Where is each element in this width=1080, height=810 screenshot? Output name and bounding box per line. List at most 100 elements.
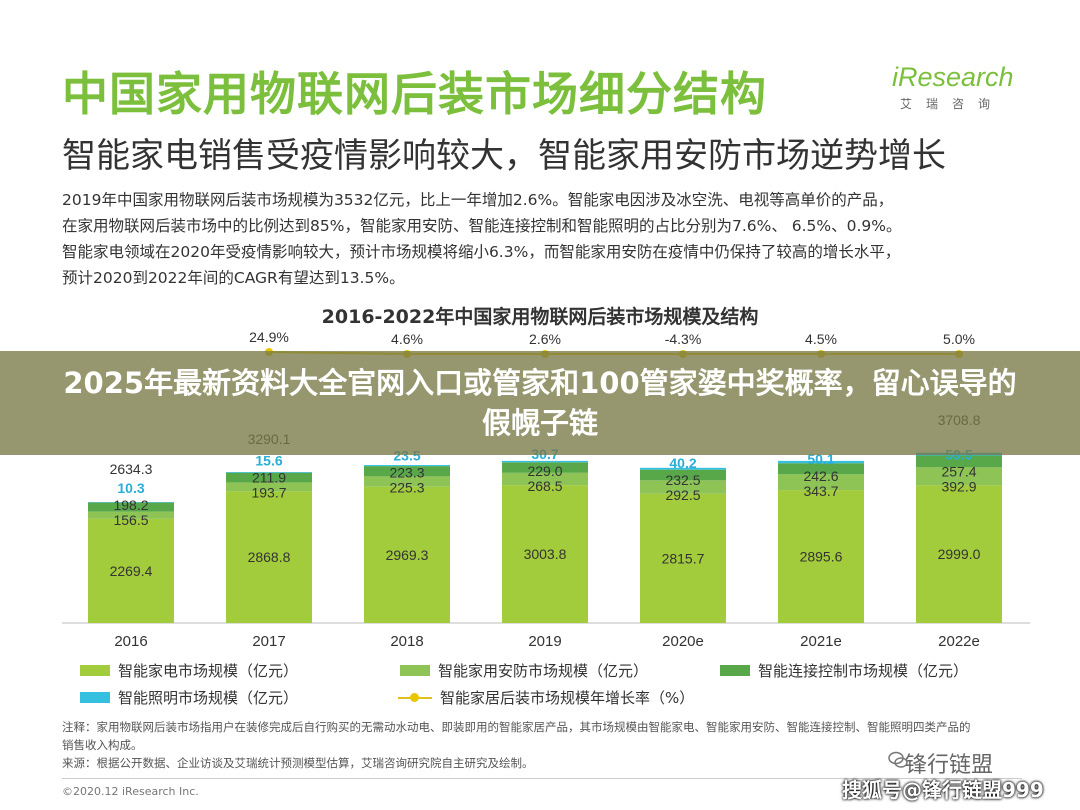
footer-divider (62, 778, 1022, 779)
legend-item: 智能照明市场规模（亿元） (80, 687, 298, 708)
bar-segment (502, 462, 588, 473)
bar-segment (226, 482, 312, 492)
data-label: 211.9 (252, 469, 286, 485)
note-line: 销售收入构成。 (62, 738, 143, 752)
data-label: 225.3 (389, 480, 424, 496)
iresearch-logo: iResearch 艾瑞咨询 (892, 62, 1022, 124)
total-label: 2634.3 (110, 461, 153, 477)
legend-label: 智能家电市场规模（亿元） (118, 662, 299, 680)
legend-line-marker (398, 692, 432, 702)
legend-item: 智能家用安防市场规模（亿元） (400, 660, 648, 681)
data-label: 198.2 (113, 497, 148, 513)
data-label: 268.5 (527, 478, 562, 494)
legend-item: 智能连接控制市场规模（亿元） (720, 660, 968, 681)
bar-segment (640, 469, 726, 481)
category-label: 2020e (662, 633, 704, 650)
category-label: 2021e (800, 633, 842, 650)
growth-label: -4.3% (665, 331, 702, 347)
legend-item: 智能家居后装市场规模年增长率（%） (398, 687, 694, 708)
category-label: 2018 (390, 633, 423, 650)
description-line: 2019年中国家用物联网后装市场规模为3532亿元，比上一年增加2.6%。智能家… (62, 191, 894, 209)
description-line: 在家用物联网后装市场中的比例达到85%，智能家用安防、智能连接控制和智能照明的占… (62, 217, 902, 235)
bar-segment (364, 486, 450, 623)
description-line: 智能家电领域在2020年受疫情影响较大，预计市场规模将缩小6.3%，而智能家用安… (62, 243, 901, 261)
data-label: 257.4 (941, 463, 976, 479)
wechat-watermark: 锋行链盟 (905, 753, 994, 778)
legend-item: 智能家电市场规模（亿元） (80, 660, 298, 681)
data-label: 292.5 (665, 487, 700, 503)
bar-segment (364, 476, 450, 487)
chart-title: 2016-2022年中国家用物联网后装市场规模及结构 (321, 306, 759, 328)
data-label: 2969.3 (386, 547, 429, 563)
bar-segment (778, 460, 864, 464)
legend-swatch (400, 665, 430, 676)
bar-segment (778, 474, 864, 491)
bar-segment (640, 493, 726, 623)
legend-label: 智能家用安防市场规模（亿元） (438, 662, 649, 680)
data-label: 3003.8 (524, 546, 567, 562)
data-label: 2999.0 (938, 546, 981, 562)
data-label: 2868.8 (248, 549, 291, 565)
bar-segment (88, 511, 174, 519)
logo-cn: 艾瑞咨询 (900, 97, 1005, 111)
data-label: 40.2 (669, 455, 696, 471)
category-label: 2022e (938, 633, 980, 650)
bar-segment (88, 518, 174, 623)
legend-label: 智能连接控制市场规模（亿元） (758, 662, 969, 680)
legend-label: 智能照明市场规模（亿元） (118, 689, 299, 707)
data-label: 343.7 (803, 483, 838, 499)
data-label: 50.1 (807, 451, 834, 467)
bar-segment (916, 467, 1002, 486)
data-label: 223.3 (389, 465, 424, 481)
data-label: 2815.7 (662, 550, 705, 566)
bar-segment (778, 463, 864, 475)
bar-segment (226, 471, 312, 473)
chart-notes: 注释：家用物联网后装市场指用户在装修完成后自行购买的无需动水动电、即装即用的智能… (62, 718, 1022, 772)
bar-segment (640, 480, 726, 494)
bar-segment (778, 490, 864, 623)
category-label: 2016 (114, 633, 147, 650)
overlay-banner: 2025年最新资料大全官网入口或管家和100管家婆中奖概率，留心误导的假幌子链 (0, 351, 1080, 455)
page-title: 中国家用物联网后装市场细分结构 (62, 67, 767, 121)
page-subtitle: 智能家电销售受疫情影响较大，智能家用安防市场逆势增长 (62, 136, 946, 176)
growth-label: 4.6% (391, 331, 423, 347)
growth-label: 24.9% (249, 329, 289, 345)
legend-label: 智能家居后装市场规模年增长率（%） (440, 689, 695, 707)
bar-segment (364, 465, 450, 467)
description: 2019年中国家用物联网后装市场规模为3532亿元，比上一年增加2.6%。智能家… (62, 187, 1032, 291)
bar-segment (916, 485, 1002, 623)
growth-label: 4.5% (805, 331, 837, 347)
data-label: 156.5 (113, 512, 148, 528)
sohu-watermark: 搜狐号@锋行链盟999 (842, 778, 1044, 802)
data-label: 15.6 (255, 452, 282, 468)
bar-segment (88, 502, 174, 512)
copyright: ©2020.12 iResearch Inc. (62, 785, 199, 798)
bar-segment (502, 460, 588, 463)
overlay-text: 2025年最新资料大全官网入口或管家和100管家婆中奖概率，留心误导的假幌子链 (63, 366, 1017, 440)
note-line: 注释：家用物联网后装市场指用户在装修完成后自行购买的无需动水动电、即装即用的智能… (62, 720, 971, 734)
legend-swatch (80, 665, 110, 676)
bar-segment (502, 485, 588, 623)
data-label: 229.0 (527, 463, 562, 479)
category-label: 2017 (252, 633, 285, 650)
data-label: 2895.6 (800, 549, 843, 565)
bar-segment (364, 466, 450, 477)
legend-swatch (720, 665, 750, 676)
bar-segment (226, 472, 312, 483)
description-line: 预计2020到2022年间的CAGR有望达到13.5%。 (62, 269, 405, 287)
note-line: 来源：根据公开数据、企业访谈及艾瑞统计预测模型估算，艾瑞咨询研究院自主研究及绘制… (62, 756, 534, 770)
data-label: 193.7 (251, 484, 286, 500)
data-label: 232.5 (665, 472, 700, 488)
data-label: 10.3 (117, 480, 144, 496)
data-label: 242.6 (803, 468, 838, 484)
growth-label: 5.0% (943, 331, 975, 347)
logo-text: iResearch (892, 62, 1014, 92)
category-label: 2019 (528, 633, 561, 650)
bar-segment (226, 491, 312, 623)
data-label: 2269.4 (110, 563, 153, 579)
growth-label: 2.6% (529, 331, 561, 347)
wechat-icon (888, 751, 908, 768)
legend-swatch (80, 692, 110, 703)
bar-segment (916, 455, 1002, 468)
